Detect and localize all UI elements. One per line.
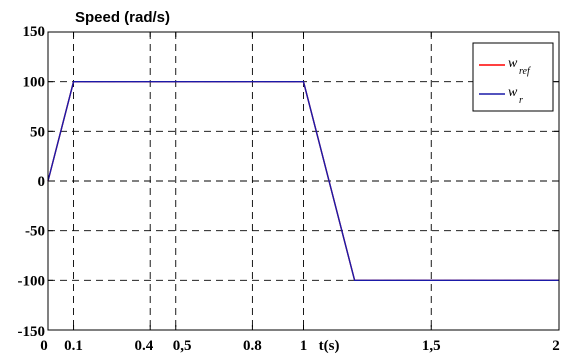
legend-box [472,42,554,112]
x-tick-label: 0.8 [243,338,262,354]
legend-label-w_ref: w [508,56,518,71]
legend-label-sub-w_ref: ref [519,66,531,77]
legend-label-w_r: w [508,85,518,100]
y-tick-label: -150 [18,324,46,340]
x-tick-label: 0,5 [173,338,192,354]
y-tick-label: 0 [38,174,46,190]
x-tick-label: 1,5 [422,338,441,354]
y-tick-label: -100 [18,273,46,289]
x-tick-label: 2 [552,338,560,354]
x-tick-label: 0.4 [134,338,153,354]
x-tick-labels: 0 0.1 0.4 0,5 0.8 1 1,5 2 [40,338,560,354]
chart-title: Speed (rad/s) [75,9,170,26]
x-axis-label: t(s) [319,338,340,354]
series-line-w_r [47,80,559,282]
x-tick-label: 1 [300,338,308,354]
y-tick-label: -50 [25,224,45,240]
y-tick-label: 50 [30,124,45,140]
legend-label-sub-w_r: r [519,95,523,106]
x-tick-label: 0 [40,338,48,354]
y-tick-label: 100 [23,75,46,91]
series-lines [47,80,559,282]
y-tick-labels: -150 -100 -50 0 50 100 150 [18,24,46,340]
y-tick-label: 150 [23,24,46,40]
plot-frame [47,31,560,331]
x-tick-label: 0.1 [64,338,83,354]
